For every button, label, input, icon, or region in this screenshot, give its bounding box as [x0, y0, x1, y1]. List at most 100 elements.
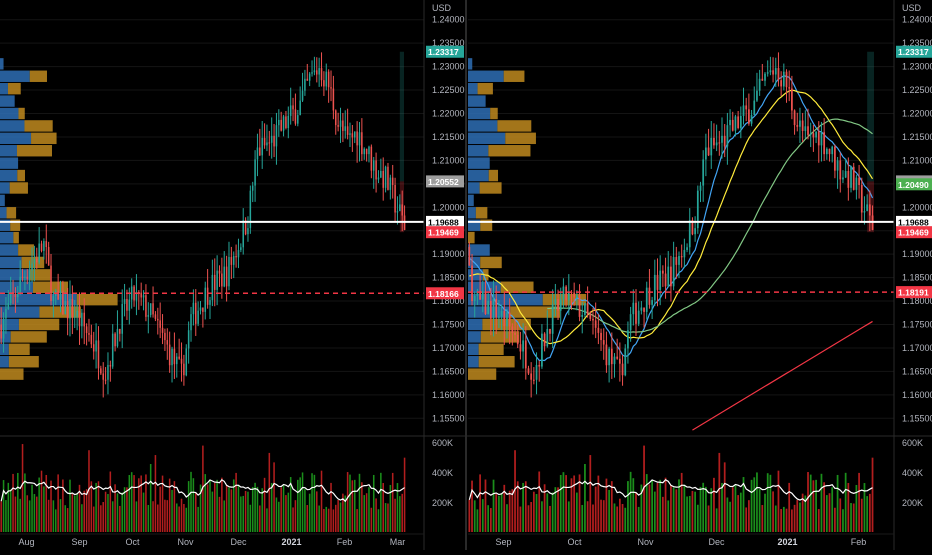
price-tick-label: 1.23000: [432, 62, 465, 72]
candle-body: [372, 160, 375, 171]
candle-body: [111, 333, 114, 367]
candle-body: [817, 131, 820, 146]
volume-bar: [166, 500, 169, 532]
volume-bar: [123, 487, 126, 532]
volume-bar: [401, 493, 403, 532]
left-chart-panel: 600K 400K 200K USD 1.24000 1.23500 1.23000 1.22…: [0, 0, 484, 550]
candle-body: [275, 125, 278, 147]
price-tick-label: 1.23500: [432, 38, 465, 48]
volume-profile-bar-down: [497, 120, 532, 132]
volume-bar: [476, 509, 479, 532]
candle-body: [66, 300, 69, 319]
volume-bar: [570, 478, 573, 532]
volume-bar: [554, 487, 557, 532]
candle-body: [9, 291, 12, 304]
candle-body: [624, 348, 627, 376]
price-badge-label: 1.20552: [428, 177, 459, 187]
candle-body: [161, 327, 164, 333]
volume-bar: [297, 479, 299, 532]
candle-body: [495, 299, 498, 318]
time-tick-label: Mar: [390, 537, 406, 547]
candle-body: [301, 90, 304, 101]
candle-body: [820, 132, 823, 146]
volume-bar: [313, 474, 316, 532]
volume-bar: [774, 505, 777, 532]
candle-body: [128, 299, 131, 311]
currency-label: USD: [902, 3, 922, 13]
volume-profile-bar-up: [468, 219, 481, 231]
candle-body: [514, 333, 516, 335]
candle-body: [629, 314, 632, 331]
candle-body: [793, 110, 796, 126]
volume-profile-bar-up: [468, 169, 489, 182]
volume-bar: [691, 490, 694, 532]
volume-profile-bar-down: [24, 120, 53, 132]
candle-body: [562, 286, 565, 300]
volume-profile-bar-up: [468, 107, 491, 120]
volume-bar: [330, 482, 332, 532]
volume-bar: [621, 503, 624, 532]
volume-bar: [107, 494, 109, 532]
volume-bar: [391, 472, 394, 532]
volume-bar: [487, 505, 490, 532]
candle-body: [225, 266, 228, 287]
volume-profile-bar-down: [16, 145, 52, 157]
candle-body: [549, 328, 551, 334]
time-tick-label: 2021: [777, 537, 797, 547]
volume-bar: [349, 474, 351, 532]
candle-body: [764, 73, 766, 81]
candle-body: [565, 286, 567, 301]
candle-body: [332, 88, 335, 111]
volume-bar: [750, 479, 753, 532]
candle-body: [230, 257, 233, 265]
candle-body: [26, 276, 29, 279]
volume-bar: [715, 508, 718, 532]
volume-profile-bar-down: [18, 318, 60, 331]
candle-body: [382, 170, 384, 188]
volume-bar: [592, 504, 594, 532]
candle-body: [726, 125, 729, 147]
position-target-zone: [399, 51, 404, 182]
candle-body: [718, 142, 721, 144]
volume-bar: [292, 507, 294, 532]
candle-body: [750, 115, 753, 124]
candle-body: [344, 126, 347, 131]
volume-profile-bar-up: [468, 70, 504, 82]
volume-bar: [549, 505, 551, 532]
candle-body: [597, 327, 600, 333]
volume-bar: [799, 502, 801, 532]
candle-body: [249, 190, 252, 229]
volume-bar: [812, 480, 815, 532]
volume-bar: [251, 486, 254, 532]
candle-body: [635, 302, 637, 324]
candle-body: [287, 115, 290, 129]
candle-body: [176, 356, 178, 365]
candle-body: [782, 71, 785, 87]
volume-bar: [748, 500, 750, 532]
candle-body: [154, 314, 157, 319]
volume-profile-bar-up: [0, 356, 9, 368]
volume-bar: [807, 472, 809, 532]
candle-body: [804, 126, 807, 131]
candle-body: [586, 303, 589, 315]
volume-profile-bar-down: [8, 356, 39, 368]
volume-profile-bar-up: [468, 306, 511, 318]
position-target-zone: [867, 51, 874, 182]
candle-body: [180, 358, 183, 364]
volume-profile-bar-up: [468, 293, 543, 306]
candle-body: [812, 133, 815, 138]
volume-bar: [325, 506, 328, 532]
volume-bar: [116, 493, 119, 532]
candle-body: [546, 328, 549, 347]
price-tick-label: 1.18500: [432, 273, 465, 283]
volume-bar: [249, 504, 252, 532]
volume-bar: [377, 509, 380, 532]
candle-body: [323, 80, 325, 87]
volume-bar: [145, 474, 147, 532]
volume-bar: [206, 484, 209, 532]
volume-bar: [782, 506, 785, 532]
price-badge-label: 1.19688: [898, 217, 929, 227]
volume-average-line: [0, 478, 405, 503]
volume-bar: [863, 483, 866, 532]
